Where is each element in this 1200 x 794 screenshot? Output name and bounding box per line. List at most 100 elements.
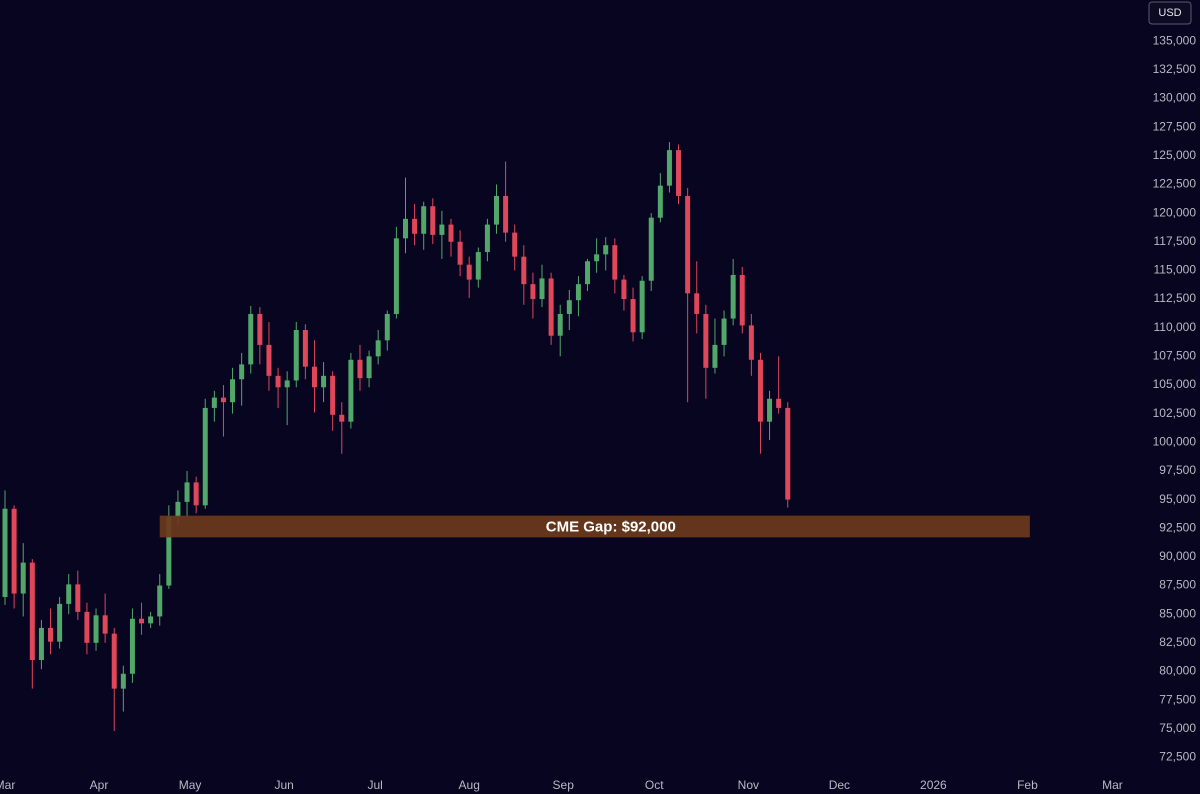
y-tick-label: 125,000 bbox=[1153, 148, 1197, 162]
candle-body bbox=[102, 615, 108, 634]
candle-body bbox=[2, 508, 8, 597]
candle-body bbox=[603, 245, 609, 255]
candle-body bbox=[430, 206, 436, 235]
cme-gap-label: CME Gap: $92,000 bbox=[546, 518, 676, 535]
y-tick-label: 110,000 bbox=[1154, 320, 1197, 334]
candle-body bbox=[266, 344, 272, 376]
candle-body bbox=[339, 414, 345, 422]
candle-body bbox=[484, 224, 490, 253]
candle-body bbox=[220, 397, 226, 403]
candle-body bbox=[129, 618, 135, 674]
candle-body bbox=[48, 627, 54, 642]
candle-body bbox=[84, 611, 90, 643]
candle-body bbox=[666, 150, 672, 186]
candle-body bbox=[120, 673, 126, 689]
candle-body bbox=[676, 150, 682, 196]
y-tick-label: 80,000 bbox=[1159, 664, 1196, 678]
candle-body bbox=[421, 206, 427, 234]
candle-body bbox=[621, 279, 627, 300]
candle-body bbox=[530, 284, 536, 300]
candle-body bbox=[730, 275, 736, 319]
candle-body bbox=[648, 217, 654, 281]
candle-body bbox=[375, 340, 381, 357]
y-tick-label: 122,500 bbox=[1153, 177, 1197, 191]
x-tick-label: Oct bbox=[645, 778, 664, 792]
y-tick-label: 112,500 bbox=[1154, 291, 1197, 305]
candle-body bbox=[548, 278, 554, 336]
candle-body bbox=[111, 633, 117, 689]
candle-body bbox=[393, 238, 399, 314]
candle-body bbox=[785, 407, 791, 500]
candle-body bbox=[630, 299, 636, 333]
candle-body bbox=[357, 359, 363, 379]
candle-body bbox=[139, 618, 145, 624]
x-tick-label: Mar bbox=[0, 778, 15, 792]
candle-body bbox=[321, 375, 327, 388]
candle-body bbox=[284, 380, 290, 388]
y-tick-label: 77,500 bbox=[1159, 692, 1196, 706]
candle-body bbox=[230, 379, 236, 403]
candle-body bbox=[494, 195, 500, 225]
candle-body bbox=[311, 366, 317, 388]
cme-gap-zone bbox=[159, 515, 1030, 538]
x-tick-label: Sep bbox=[553, 778, 575, 792]
y-tick-label: 132,500 bbox=[1153, 62, 1197, 76]
candle-body bbox=[466, 264, 472, 280]
candle-body bbox=[448, 224, 454, 242]
y-tick-label: 130,000 bbox=[1153, 91, 1197, 105]
candle-body bbox=[612, 245, 618, 280]
candle-body bbox=[248, 313, 254, 365]
candle-body bbox=[585, 261, 591, 285]
candle-body bbox=[184, 482, 190, 502]
candle-body bbox=[348, 359, 354, 422]
candle-body bbox=[503, 195, 509, 233]
y-tick-label: 82,500 bbox=[1159, 635, 1196, 649]
candle-body bbox=[29, 562, 35, 660]
x-tick-label: Apr bbox=[90, 778, 109, 792]
y-tick-label: 97,500 bbox=[1159, 463, 1196, 477]
candle-body bbox=[275, 375, 281, 388]
x-tick-label: Jun bbox=[274, 778, 293, 792]
candle-body bbox=[767, 398, 773, 422]
y-tick-label: 115,000 bbox=[1154, 263, 1197, 277]
y-tick-label: 105,000 bbox=[1153, 377, 1197, 391]
candle-body bbox=[521, 256, 527, 285]
y-tick-label: 95,000 bbox=[1159, 492, 1196, 506]
candle-body bbox=[557, 313, 563, 336]
candle-body bbox=[457, 241, 463, 265]
candle-body bbox=[739, 275, 745, 326]
candle-body bbox=[11, 508, 17, 594]
candle-body bbox=[66, 584, 72, 604]
candle-body bbox=[539, 278, 545, 300]
x-tick-label: Jul bbox=[368, 778, 383, 792]
y-tick-label: 87,500 bbox=[1159, 578, 1196, 592]
x-tick-label: Aug bbox=[459, 778, 480, 792]
x-tick-label: 2026 bbox=[920, 778, 947, 792]
candle-body bbox=[57, 603, 63, 642]
y-tick-label: 127,500 bbox=[1153, 119, 1197, 133]
candle-body bbox=[38, 627, 44, 660]
candle-body bbox=[748, 325, 754, 360]
candle-body bbox=[712, 344, 718, 368]
x-tick-label: May bbox=[179, 778, 202, 792]
y-tick-label: 120,000 bbox=[1153, 205, 1197, 219]
candle-body bbox=[211, 397, 217, 408]
candle-body bbox=[721, 318, 727, 345]
candle-body bbox=[302, 330, 308, 367]
y-tick-label: 117,500 bbox=[1154, 234, 1197, 248]
candle-body bbox=[402, 218, 408, 239]
candle-body bbox=[93, 615, 99, 643]
currency-label: USD bbox=[1158, 7, 1181, 19]
candle-body bbox=[475, 252, 481, 280]
candle-body bbox=[685, 195, 691, 294]
candle-body bbox=[412, 218, 418, 234]
candle-body bbox=[512, 232, 518, 257]
y-tick-label: 75,000 bbox=[1159, 721, 1196, 735]
currency-box bbox=[1148, 1, 1192, 25]
candle-body bbox=[384, 313, 390, 341]
candle-body bbox=[239, 364, 245, 380]
candle-body bbox=[639, 280, 645, 333]
y-tick-label: 102,500 bbox=[1153, 406, 1197, 420]
candle-body bbox=[148, 616, 154, 624]
